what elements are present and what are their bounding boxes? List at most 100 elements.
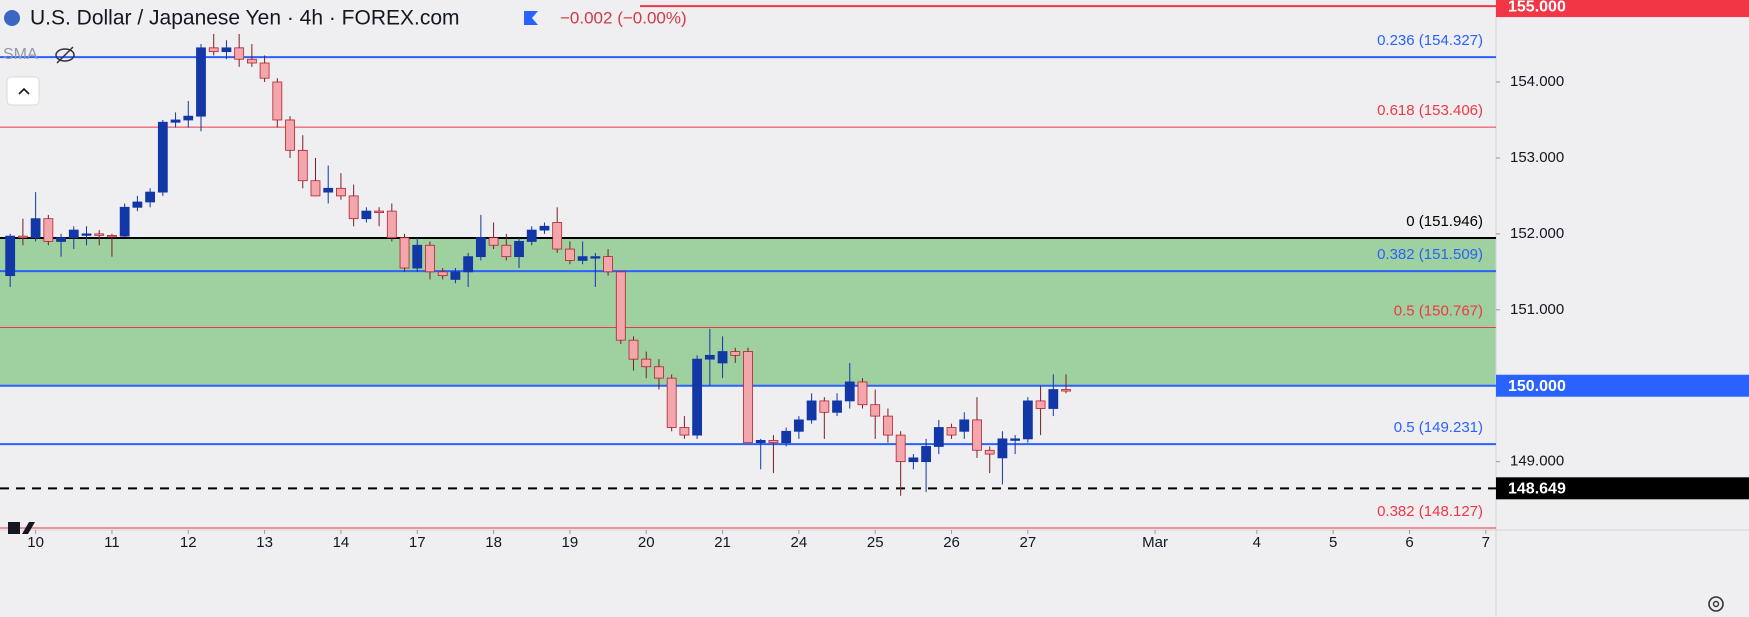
candle-body <box>615 271 626 341</box>
candle-body <box>145 191 156 203</box>
logo <box>8 522 35 534</box>
collapse-button[interactable] <box>6 76 40 106</box>
candle-body <box>883 415 893 436</box>
candle-body <box>781 430 792 444</box>
candle-body <box>679 427 690 436</box>
hide-icon[interactable] <box>55 46 75 64</box>
x-tick-label: 21 <box>714 534 731 551</box>
candle-body <box>132 201 143 208</box>
x-tick-label: 4 <box>1253 534 1261 551</box>
candle-body <box>590 256 601 259</box>
candle-body <box>119 206 130 237</box>
candle-body <box>81 233 92 236</box>
candle-body <box>1010 438 1021 441</box>
candle-body <box>43 218 54 242</box>
candle-body <box>857 381 868 406</box>
flag-marker[interactable] <box>524 11 538 25</box>
candle-body <box>654 366 664 379</box>
price-tag <box>1496 477 1749 500</box>
candle-body <box>768 440 779 444</box>
fib-label: 0.236 (154.327) <box>1377 32 1483 49</box>
candle-body <box>196 47 206 117</box>
x-tick-label: 11 <box>104 534 120 551</box>
candle-body <box>157 121 168 193</box>
price-change: −0.002 (−0.00%) <box>560 8 687 27</box>
price-tag-label: 155.000 <box>1508 0 1566 15</box>
candle-body <box>272 81 283 121</box>
x-tick-label: 17 <box>409 534 426 551</box>
candle-body <box>743 351 753 444</box>
candle-body <box>704 354 715 360</box>
candle-body <box>297 149 308 182</box>
candle-body <box>641 358 652 368</box>
candle-body <box>692 358 703 436</box>
candle-body <box>450 271 461 280</box>
x-tick-label: 13 <box>256 534 273 551</box>
candle-body <box>628 339 639 360</box>
candle-body <box>17 235 28 239</box>
candle-body <box>336 187 346 197</box>
x-tick-label: 12 <box>180 534 197 551</box>
y-tick-label: 149.000 <box>1510 453 1564 470</box>
x-tick-label: 27 <box>1020 534 1037 551</box>
candle-body <box>526 229 537 242</box>
candle-body <box>895 434 906 463</box>
candle-body <box>755 440 766 444</box>
x-tick-label: 24 <box>791 534 808 551</box>
candle-body <box>475 237 486 258</box>
candle-body <box>577 256 588 261</box>
candle-body <box>819 400 830 413</box>
candle-body <box>221 47 232 53</box>
candle-body <box>425 244 435 273</box>
indicator-label[interactable]: SMA <box>3 46 38 63</box>
candle-body <box>832 400 842 413</box>
candle-body <box>170 119 181 123</box>
candle-body <box>437 271 448 277</box>
x-tick-label: 25 <box>867 534 884 551</box>
candle-body <box>94 233 105 236</box>
candle-body <box>399 237 410 269</box>
x-tick-label: 14 <box>333 534 350 551</box>
candle-body <box>565 248 575 261</box>
candle-body <box>107 234 117 238</box>
candle-body <box>386 210 397 239</box>
candle-body <box>374 210 384 214</box>
settings-icon[interactable] <box>1708 596 1724 612</box>
x-tick-label: 18 <box>485 534 502 551</box>
candle-body <box>234 47 245 60</box>
fib-label: 0 (151.946) <box>1406 213 1483 230</box>
x-tick-label: 20 <box>638 534 655 551</box>
candle-body <box>348 195 359 220</box>
candle-body <box>68 229 79 239</box>
candle-body <box>539 225 550 231</box>
y-tick-label: 154.000 <box>1510 73 1564 90</box>
header-bg <box>0 0 640 34</box>
candle-body <box>1048 389 1059 409</box>
x-tick-label: 6 <box>1405 534 1413 551</box>
x-tick-label: 5 <box>1329 534 1337 551</box>
y-tick-label: 153.000 <box>1510 149 1564 166</box>
candle-body <box>30 218 41 239</box>
candle-body <box>259 62 270 79</box>
fib-label: 0.5 (150.767) <box>1394 302 1483 319</box>
symbol-title: U.S. Dollar / Japanese Yen · 4h · FOREX.… <box>30 7 460 30</box>
candle-body <box>946 427 957 436</box>
candle-body <box>997 438 1008 459</box>
x-tick-label: 10 <box>27 534 44 551</box>
candle-body <box>183 115 194 121</box>
candle-body <box>603 256 613 273</box>
price-tag <box>1496 0 1749 18</box>
candle-body <box>870 404 881 417</box>
candle-body <box>793 419 804 432</box>
candle-body <box>908 457 919 463</box>
x-tick-label: 26 <box>943 534 960 551</box>
candle-body <box>921 446 931 463</box>
candle-body <box>463 256 474 273</box>
candle-body <box>1022 400 1033 440</box>
candle-body <box>208 47 219 53</box>
x-tick-label: 19 <box>562 534 579 551</box>
price-tag-label: 148.649 <box>1508 481 1566 498</box>
candle-body <box>933 427 944 447</box>
candle-body <box>361 210 372 220</box>
